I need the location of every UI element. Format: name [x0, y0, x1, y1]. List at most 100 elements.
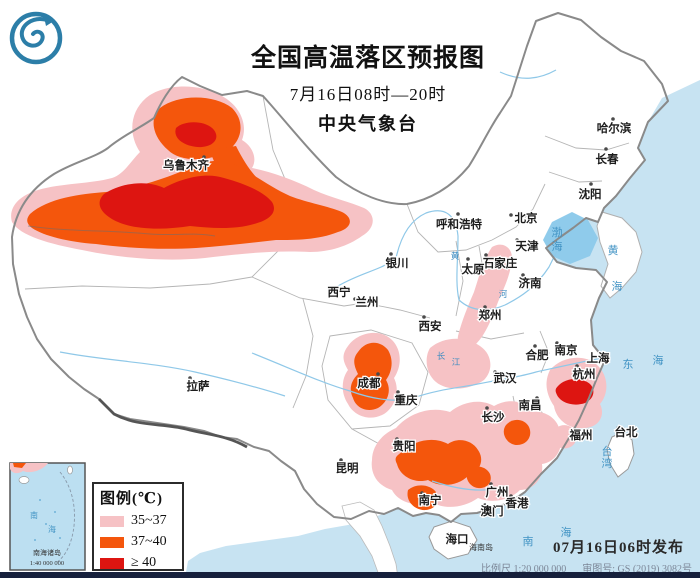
city-dot	[466, 257, 470, 261]
city-dot	[484, 253, 488, 257]
legend-label: 37~40	[131, 534, 167, 549]
tibet-river	[59, 351, 286, 397]
city-dot	[515, 238, 519, 242]
sea-name-label: 渤	[552, 226, 563, 239]
sea-name-label: 台	[602, 444, 613, 458]
river-name-label: 黄	[451, 251, 460, 261]
city-dot	[376, 372, 380, 376]
city-label: 长沙	[482, 410, 505, 424]
city-label: 澳门	[481, 504, 504, 518]
south-china-sea-inset: 南海诸岛 1:40 000 000 南海	[9, 462, 86, 571]
city-label: 福州	[569, 428, 593, 442]
city-dot	[353, 297, 357, 301]
city-dot	[535, 396, 539, 400]
city-label: 银川	[386, 256, 409, 270]
city-dot	[604, 147, 608, 151]
city-dot	[489, 482, 493, 486]
sea-name-label: 海	[561, 525, 572, 539]
city-label: 南昌	[519, 398, 542, 412]
city-dot	[456, 212, 460, 216]
city-dot	[589, 182, 593, 186]
legend-swatch-pink	[100, 515, 124, 527]
city-label: 南京	[555, 343, 578, 357]
city-dot	[533, 344, 537, 348]
city-label: 合肥	[526, 348, 549, 362]
sea-name-label: 海	[612, 279, 623, 293]
hainan-island	[428, 520, 478, 560]
map-scale: 比例尺 1:20 000 000	[480, 564, 567, 575]
city-label: 西安	[419, 319, 442, 333]
island-labels: 海南岛	[469, 542, 493, 552]
city-dot	[587, 428, 591, 432]
city-label: 台北	[615, 425, 638, 439]
river-name-label: 江	[452, 357, 461, 367]
map-title: 全国高温落区预报图	[250, 45, 485, 72]
city-dot	[389, 252, 393, 256]
city-dot	[422, 315, 426, 319]
city-label: 石家庄	[482, 256, 518, 270]
city-dot	[446, 532, 450, 536]
heat-zone-37-40	[27, 97, 531, 511]
city-dot	[493, 370, 497, 374]
city-label: 南宁	[419, 493, 442, 507]
city-dot	[606, 352, 610, 356]
city-label: 济南	[519, 276, 542, 290]
city-label: 杭州	[573, 367, 596, 381]
inset-sea-label: 南	[30, 510, 38, 520]
vietnam-strip	[341, 501, 399, 578]
release-timestamp: 07月16日06时发布	[552, 540, 684, 556]
ne-river	[499, 69, 557, 79]
agency-name: 中央气象台	[318, 114, 418, 134]
city-dot	[483, 305, 487, 309]
inset-sea-label: 海	[48, 524, 56, 534]
sea-area	[185, 80, 700, 578]
city-label: 香港	[505, 496, 529, 510]
city-label: 拉萨	[187, 379, 210, 393]
city-dot	[575, 364, 579, 368]
inset-scale-label: 1:40 000 000	[30, 560, 64, 567]
sea-name-label: 海	[653, 353, 664, 367]
city-label: 重庆	[395, 393, 418, 407]
island-name-label: 海南岛	[469, 542, 493, 552]
cma-logo	[9, 11, 63, 65]
map-valid-time: 7月16日08时—20时	[289, 85, 447, 104]
map-approval-number: 审图号: GS (2019) 3082号	[582, 564, 692, 575]
sea-name-label: 湾	[602, 456, 613, 470]
faint-boundary-line	[27, 225, 216, 237]
city-dot	[616, 426, 620, 430]
korea-peninsula	[596, 211, 643, 299]
river-name-label: 长	[437, 351, 446, 361]
city-label: 贵阳	[393, 439, 416, 453]
city-dot	[396, 390, 400, 394]
city-label: 海口	[446, 532, 469, 546]
south-tibet-border	[98, 398, 248, 449]
legend-label: 35~37	[131, 513, 167, 528]
city-label: 昆明	[336, 461, 359, 475]
city-label: 兰州	[356, 295, 379, 309]
legend-row: 35~37	[100, 513, 176, 529]
city-label: 成都	[358, 376, 381, 390]
city-label: 太原	[461, 262, 485, 276]
city-label: 天津	[516, 239, 539, 253]
sea-name-label: 海	[552, 239, 563, 253]
sea-name-label: 东	[623, 358, 634, 371]
city-dot	[339, 458, 343, 462]
city-label: 广州	[486, 485, 509, 499]
city-dot	[509, 213, 513, 217]
legend-label: ≥ 40	[131, 555, 157, 570]
legend-title: 图例(℃)	[100, 491, 163, 507]
city-dot	[611, 117, 615, 121]
legend-swatch-red	[100, 557, 124, 569]
city-dot	[485, 406, 489, 410]
city-label: 北京	[515, 211, 538, 225]
city-label: 沈阳	[579, 187, 602, 201]
yellow-river	[337, 210, 558, 311]
city-label: 长春	[596, 152, 619, 166]
city-label: 武汉	[494, 371, 517, 385]
inset-islands-label: 南海诸岛	[33, 548, 61, 557]
city-dot	[555, 341, 559, 345]
